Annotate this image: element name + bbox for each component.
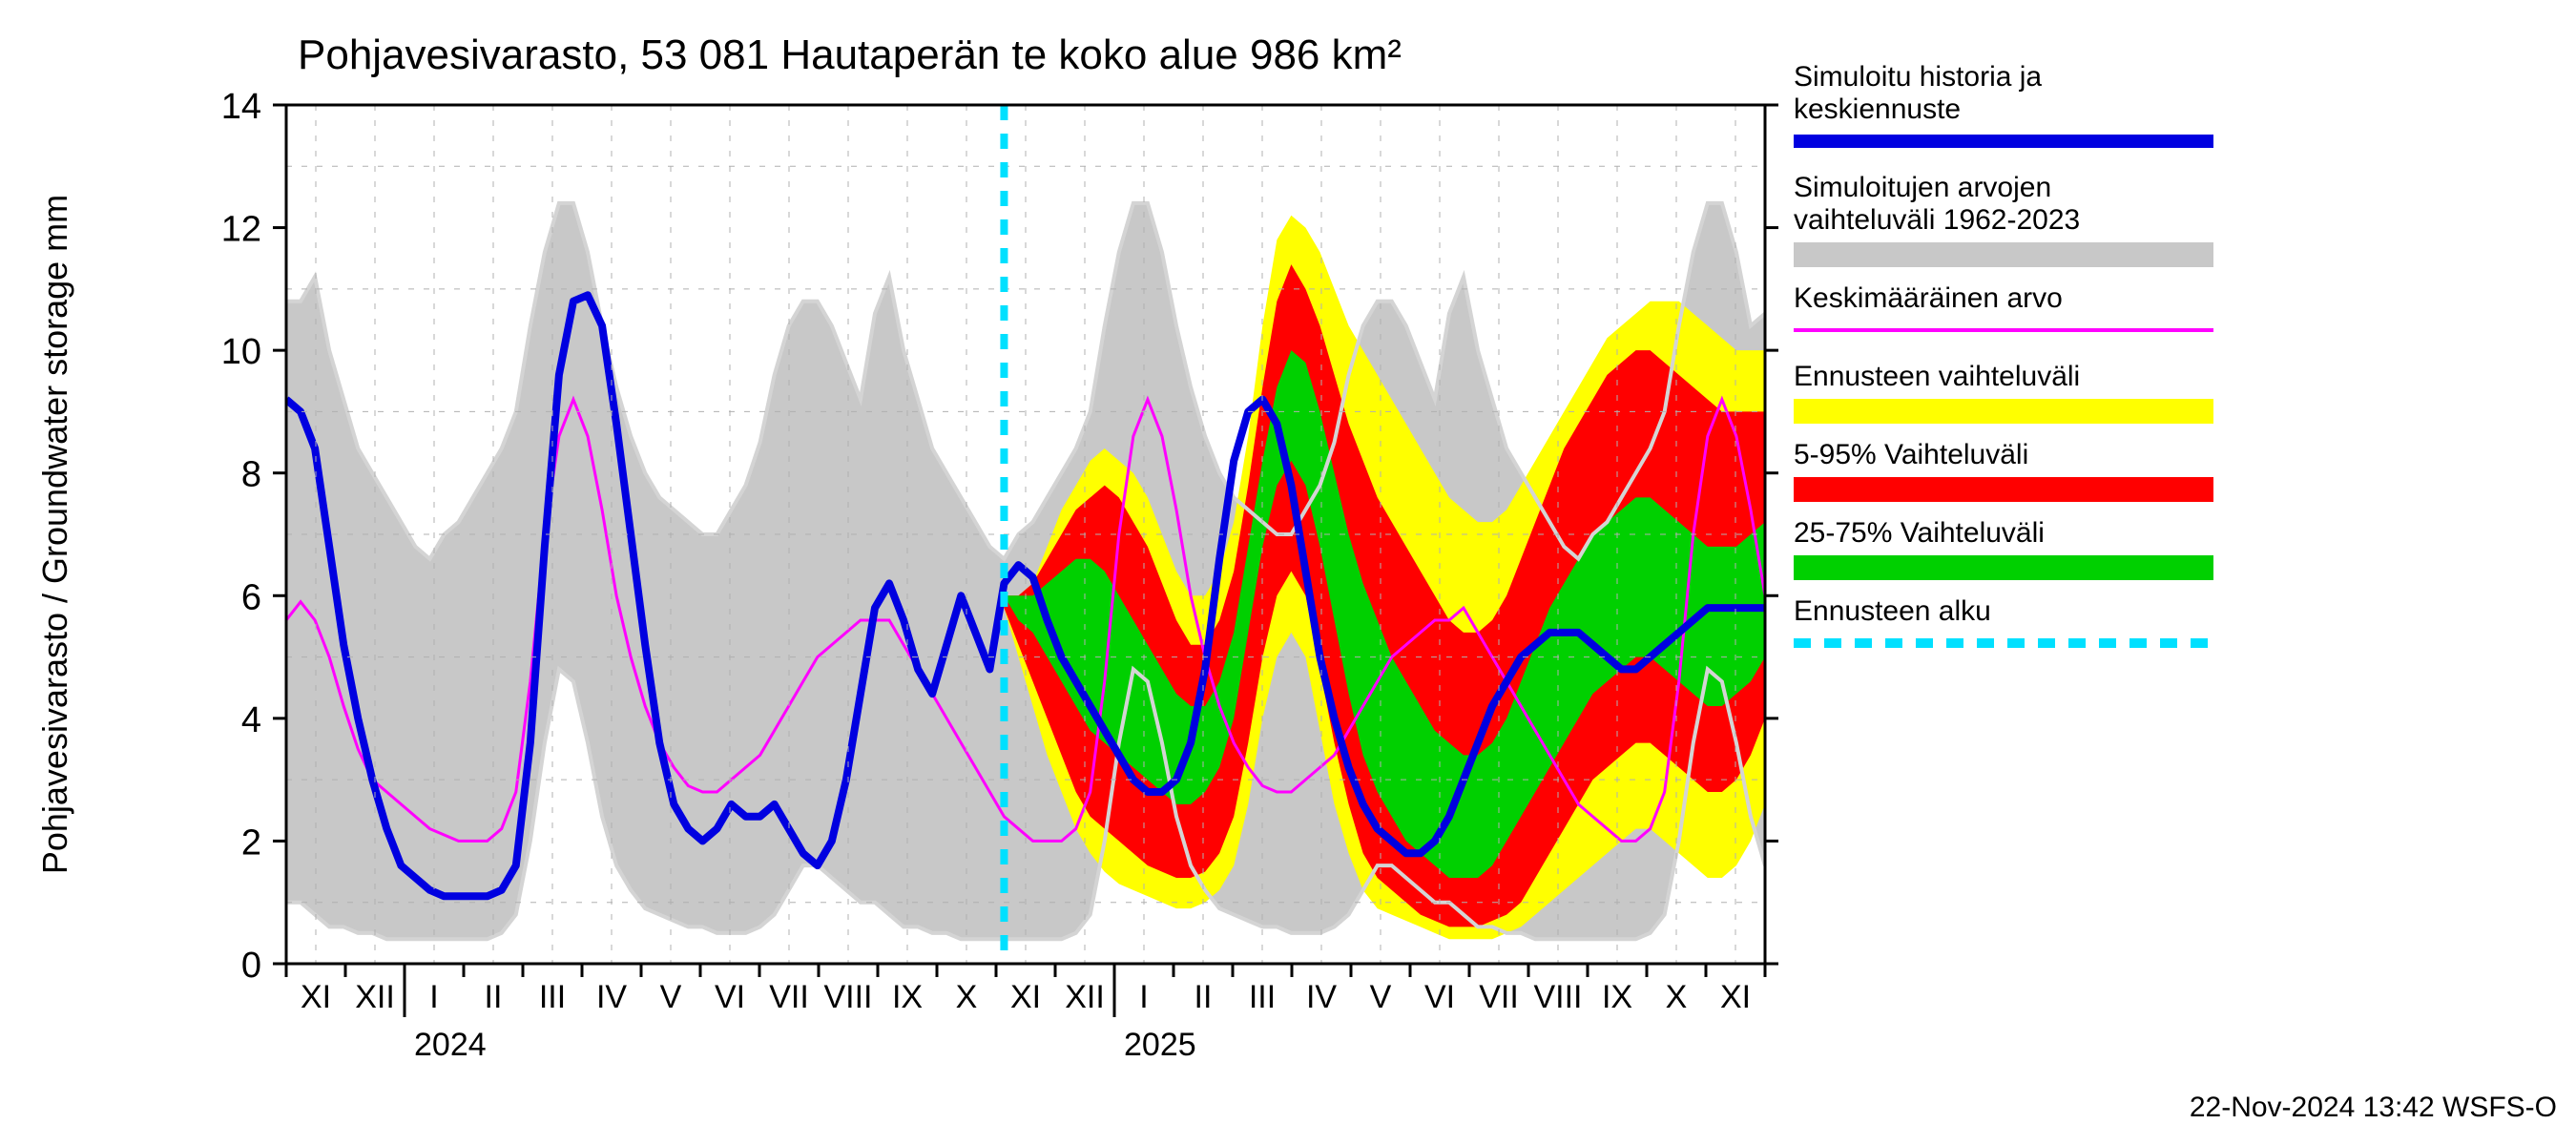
month-label: V (1370, 979, 1392, 1015)
month-label: III (1249, 979, 1276, 1015)
legend-label: Simuloitujen arvojen (1794, 172, 2051, 203)
legend-label: Ennusteen vaihteluväli (1794, 361, 2080, 392)
month-label: IX (1602, 979, 1632, 1015)
footer-timestamp: 22-Nov-2024 13:42 WSFS-O (2190, 1092, 2557, 1123)
legend-label: keskiennuste (1794, 94, 1961, 125)
month-label: X (1666, 979, 1688, 1015)
legend-label: 25-75% Vaihteluväli (1794, 517, 2045, 549)
legend-label: Ennusteen alku (1794, 595, 1991, 627)
y-tick-label: 4 (241, 700, 261, 740)
legend-label: Simuloitu historia ja (1794, 61, 2042, 93)
y-tick-label: 10 (221, 332, 261, 372)
month-label: VII (769, 979, 809, 1015)
month-label: X (956, 979, 978, 1015)
year-label: 2025 (1124, 1027, 1196, 1063)
month-label: XII (355, 979, 395, 1015)
month-label: VII (1479, 979, 1519, 1015)
legend-fc-swatch (1794, 399, 2213, 424)
month-label: XII (1065, 979, 1105, 1015)
y-axis-label: Pohjavesivarasto / Groundwater storage m… (35, 195, 74, 874)
y-tick-label: 14 (221, 87, 261, 127)
month-label: IV (1306, 979, 1337, 1015)
month-label: III (539, 979, 566, 1015)
month-label: XI (301, 979, 331, 1015)
year-label: 2024 (414, 1027, 487, 1063)
legend-label: vaihteluväli 1962-2023 (1794, 204, 2080, 236)
month-label: VIII (1533, 979, 1582, 1015)
month-label: XI (1010, 979, 1041, 1015)
month-label: II (1195, 979, 1213, 1015)
chart-title: Pohjavesivarasto, 53 081 Hautaperän te k… (298, 31, 1402, 78)
month-label: VI (1424, 979, 1455, 1015)
y-tick-label: 12 (221, 210, 261, 250)
legend-hist-swatch (1794, 242, 2213, 267)
month-label: IX (892, 979, 923, 1015)
legend-p5-swatch (1794, 477, 2213, 502)
y-tick-label: 6 (241, 577, 261, 617)
month-label: XI (1720, 979, 1751, 1015)
legend-label: Keskimääräinen arvo (1794, 282, 2063, 314)
month-label: I (1139, 979, 1148, 1015)
y-tick-label: 2 (241, 822, 261, 863)
y-tick-label: 0 (241, 946, 261, 986)
month-label: IV (596, 979, 627, 1015)
month-label: II (485, 979, 503, 1015)
month-label: V (660, 979, 682, 1015)
month-label: VI (715, 979, 745, 1015)
month-label: I (429, 979, 438, 1015)
y-tick-label: 8 (241, 455, 261, 495)
month-label: VIII (823, 979, 872, 1015)
legend-label: 5-95% Vaihteluväli (1794, 439, 2028, 470)
legend-p25-swatch (1794, 555, 2213, 580)
